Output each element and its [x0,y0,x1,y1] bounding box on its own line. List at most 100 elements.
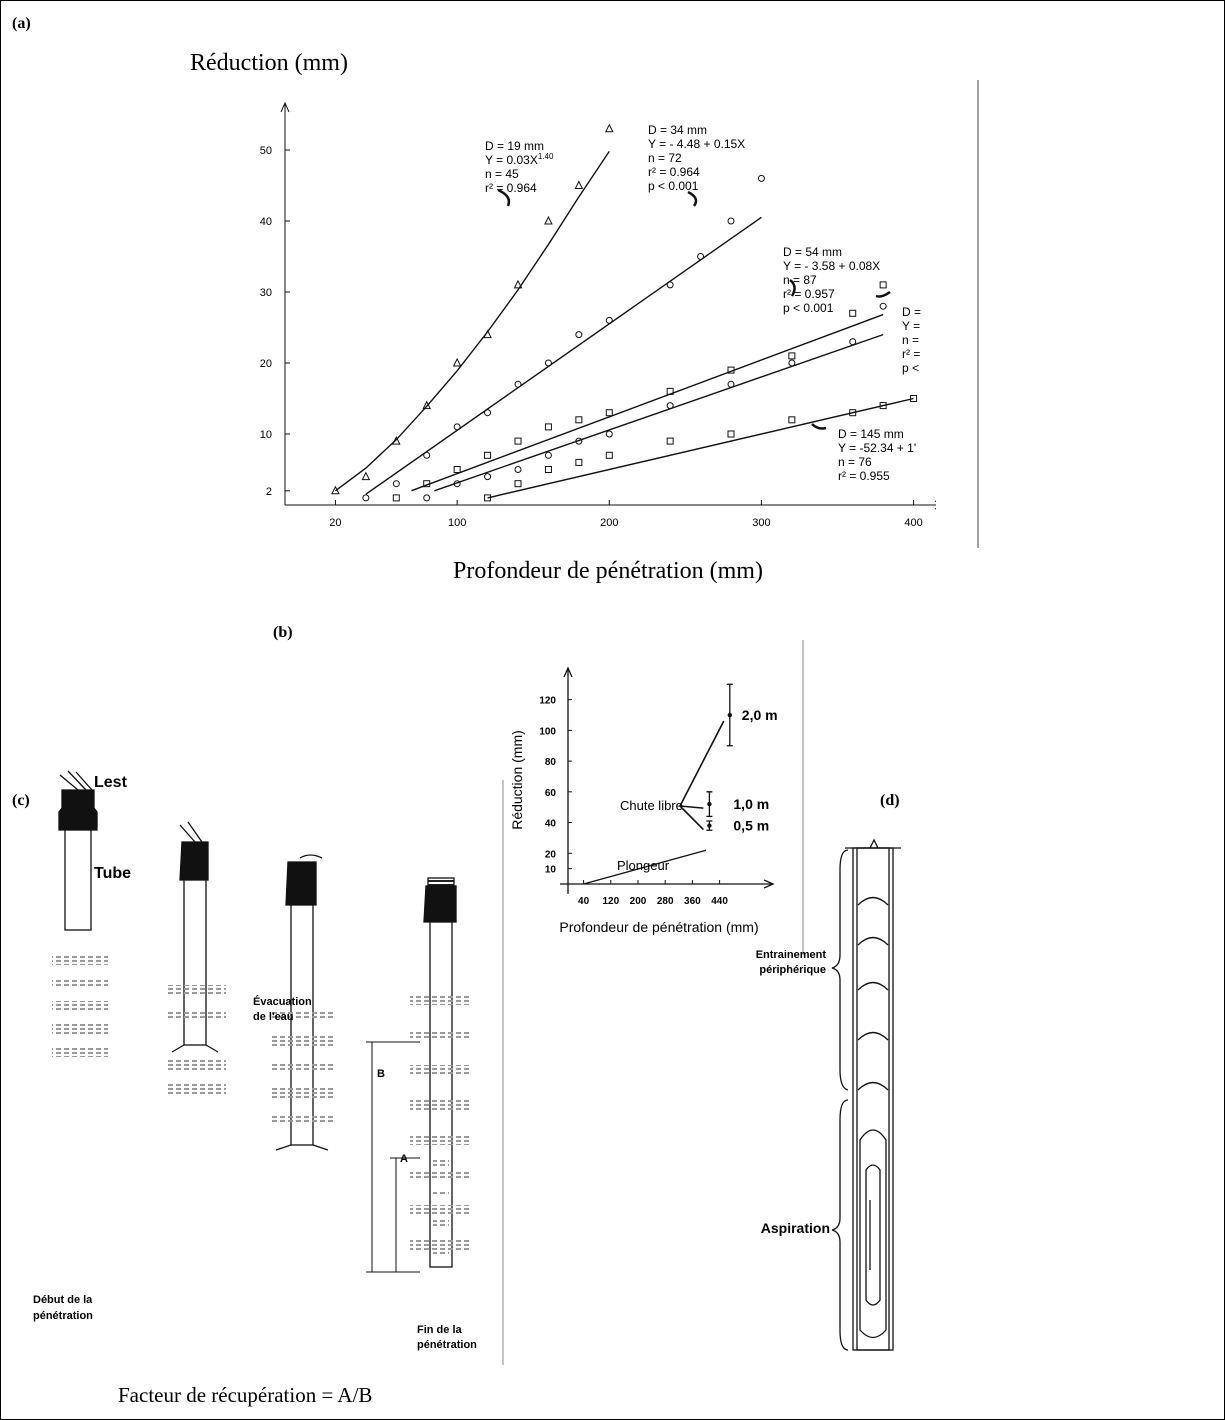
annotation: n = 87 [783,273,817,287]
point [544,423,552,431]
annotation: Y = 0.03X1.40 [485,152,554,167]
point [879,402,887,410]
y-tick-label: 2 [266,486,272,498]
point [544,466,552,473]
diagram-d: (d) Entrainement périphérique Aspiration [756,792,901,1351]
annotation: n = 45 [485,167,519,181]
x-axis-title: Profondeur de pénétration (mm) [559,919,758,935]
annotation: Y = -52.34 + 1' [838,441,916,455]
arrows [59,770,93,791]
lest [58,789,98,831]
point [484,473,492,481]
point [574,180,584,189]
point [423,451,431,459]
point [423,494,431,502]
y-axis-title: Réduction (mm) [509,730,525,830]
point [575,458,583,466]
point [727,217,735,225]
point [575,437,583,445]
panel-label: (b) [273,624,293,641]
annotation: D = 19 mm [485,139,544,153]
caption: Facteur de récupération = A/B [118,1383,372,1407]
point [788,416,796,424]
label: périphérique [759,964,826,976]
point [727,712,732,718]
y-tick-label: 40 [545,819,557,830]
annotation: Y = - 3.58 + 0.08X [783,259,880,273]
point [666,281,674,289]
point [849,309,857,317]
point [514,480,522,488]
fit-line [434,333,884,492]
point [666,437,674,445]
point-label: 2,0 m [742,707,778,723]
x-tick-label: 300 [752,517,770,529]
panel-label: (d) [880,792,900,809]
point [879,302,887,310]
point [707,801,712,807]
point [727,366,735,374]
axis [280,101,290,505]
point [453,466,461,473]
annotation: D = 145 mm [838,427,904,441]
point [331,485,340,495]
x-tick-label: 120 [602,896,619,907]
label: Tube [94,865,131,882]
y-tick-label: 50 [260,145,272,157]
annotation-sup: 1.40 [538,152,554,161]
annotation: r² = 0.964 [648,165,700,179]
point [544,215,553,225]
point [727,430,735,438]
point [484,494,492,502]
y-tick-label: 20 [545,849,557,860]
point [849,409,857,417]
y-axis-title: Réduction (mm) [190,50,348,76]
annotation: n = 76 [838,455,872,469]
y-tick-label: 80 [545,757,557,768]
label: A [400,1153,408,1165]
x-tick-label: 100 [448,517,466,529]
annotation: r² = 0.955 [838,469,890,483]
annotation: p < [902,361,919,375]
point [605,316,613,324]
point-label: 0,5 m [733,818,769,834]
point [514,380,522,388]
sediment [52,955,108,1057]
fit-line [487,397,914,499]
x-axis-title: Profondeur de pénétration (mm) [453,558,763,584]
annotation: D = 54 mm [783,245,842,259]
point [392,480,400,488]
label: Début de la [33,1294,93,1306]
point [513,279,523,289]
x-tick-label: 400 [904,517,922,529]
annotation: p < 0.001 [648,179,699,193]
fit-line [411,313,884,492]
x-tick-label: 360 [684,896,701,907]
annotation-text: Y = 0.03X [485,153,538,167]
point [392,494,400,502]
y-tick-label: 120 [539,696,556,707]
point [727,380,735,388]
label: Évacuation [253,995,312,1008]
label: pénétration [417,1339,477,1351]
label: pénétration [33,1310,93,1322]
point [605,451,613,459]
point [361,471,371,481]
annotation: Y = [902,319,920,333]
pointer [497,188,511,207]
point [910,395,918,402]
pointer [875,290,891,298]
axis [285,500,936,510]
annotation: n = [902,333,919,347]
point [879,281,887,289]
pointer [679,805,704,831]
annotation: Y = - 4.48 + 0.15X [648,137,745,151]
annotation: r² = 0.957 [783,287,835,301]
label: Entrainement [756,949,827,961]
diagram-c: (c) Lest Tube Début de la pénétration Év… [12,770,477,1407]
point [849,338,857,346]
point [605,409,613,417]
fit-line [335,151,610,492]
